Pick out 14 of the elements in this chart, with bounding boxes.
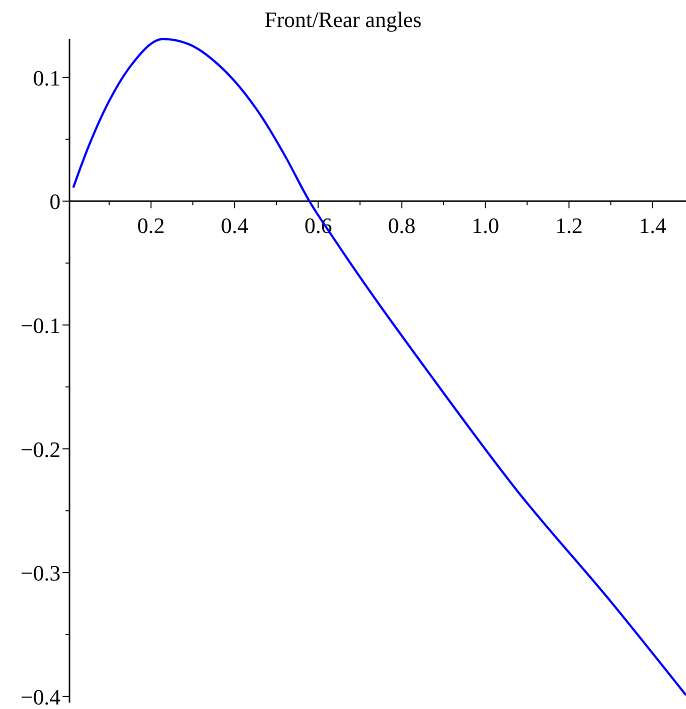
y-tick-label: −0.1	[20, 312, 60, 338]
y-tick-label: 0.1	[33, 65, 60, 90]
y-tick-label: 0	[50, 189, 60, 214]
line-series	[72, 38, 686, 696]
x-tick-label: 1.2	[555, 213, 583, 238]
y-tick-label: −0.4	[20, 684, 60, 709]
chart-title: Front/Rear angles	[264, 7, 422, 32]
x-tick-label: 0.8	[388, 213, 416, 238]
y-tick-label: −0.2	[20, 436, 60, 462]
x-tick-label: 0.2	[137, 213, 165, 238]
y-tick-label: −0.3	[20, 560, 60, 586]
x-tick-label: 1.4	[638, 213, 666, 238]
x-tick-label: 1.0	[472, 213, 500, 238]
x-tick-label: 0.4	[220, 213, 248, 238]
